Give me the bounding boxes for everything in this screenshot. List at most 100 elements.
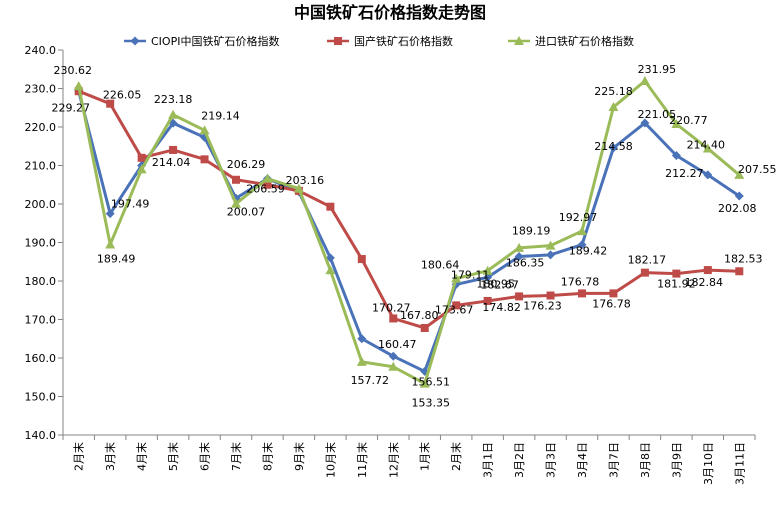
data-point-square	[169, 145, 178, 154]
data-point-triangle	[262, 173, 273, 183]
x-tick-label: 3月11日	[733, 442, 746, 485]
data-point-triangle	[73, 81, 84, 91]
data-point-diamond	[577, 240, 587, 250]
data-label: 219.14	[201, 109, 240, 122]
data-point-triangle	[293, 183, 304, 193]
y-tick-label: 150.0	[25, 391, 57, 404]
data-point-triangle	[608, 102, 619, 112]
y-tick-label: 180.0	[25, 275, 57, 288]
x-tick-label: 12月末	[386, 442, 400, 478]
legend-item-2: 国产铁矿石价格指数	[327, 34, 453, 48]
data-point-triangle	[702, 143, 713, 153]
data-label: 207.55	[738, 163, 777, 176]
axes: 140.0 150.0 160.0 170.0 180.0 190.0 200.0 210.0…	[25, 44, 756, 485]
y-tick-label: 210.0	[25, 160, 57, 173]
data-point-triangle	[577, 226, 587, 236]
data-point-diamond	[640, 118, 650, 128]
x-tick-label: 3月7日	[607, 442, 620, 478]
data-label: 214.40	[687, 139, 726, 152]
data-label: 153.35	[411, 397, 450, 410]
data-point-diamond	[546, 250, 556, 260]
data-point-triangle	[325, 265, 336, 275]
data-label: 189.19	[512, 225, 551, 238]
data-label: 182.84	[685, 276, 724, 289]
data-point-triangle	[451, 273, 462, 283]
x-tick-label: 3月2日	[513, 442, 526, 478]
data-label: 181.92	[657, 278, 696, 291]
data-point-triangle	[639, 75, 650, 85]
data-point-square	[326, 202, 335, 211]
x-tick-label: 6月末	[198, 442, 212, 471]
data-label: 230.62	[53, 64, 92, 77]
series-line	[77, 79, 741, 386]
data-point-triangle	[231, 198, 241, 208]
data-point-triangle	[514, 36, 524, 45]
x-tick-label: 3月末	[103, 442, 117, 471]
data-point-triangle	[168, 109, 179, 119]
data-point-square	[137, 153, 146, 162]
data-point-square	[420, 323, 429, 332]
data-point-square	[357, 255, 366, 264]
data-label: 160.47	[378, 338, 417, 351]
data-label: 225.18	[594, 85, 633, 98]
data-point-diamond	[734, 191, 744, 201]
data-point-square	[703, 266, 712, 275]
series-line	[78, 89, 740, 330]
data-point-triangle	[199, 125, 210, 135]
legend-item-3: 进口铁矿石价格指数	[508, 34, 634, 48]
series-1	[74, 86, 744, 376]
data-point-square	[232, 175, 240, 184]
legend: CIOPI中国铁矿石价格指数 国产铁矿石价格指数 进口铁矿石价格指数	[124, 34, 634, 48]
data-label: 214.04	[152, 156, 191, 169]
legend-item-1: CIOPI中国铁矿石价格指数	[124, 34, 279, 48]
data-point-square	[515, 292, 524, 301]
data-point-triangle	[136, 164, 147, 174]
y-tick-label: 200.0	[25, 198, 57, 211]
data-label: 206.29	[227, 158, 266, 171]
data-label: 167.80	[400, 309, 439, 322]
data-point-triangle	[734, 169, 745, 179]
x-tick-label: 4月末	[135, 442, 149, 471]
series-layer	[73, 75, 745, 388]
y-tick-label: 240.0	[25, 44, 57, 57]
data-label: 226.05	[103, 89, 142, 102]
data-label: 180.95	[476, 277, 515, 290]
data-point-triangle	[105, 239, 116, 249]
x-tick-label: 8月末	[260, 442, 274, 471]
data-point-triangle	[482, 265, 493, 275]
chart-title: 中国铁矿石价格指数走势图	[294, 3, 486, 22]
x-tick-label: 9月末	[292, 442, 306, 471]
data-label: 176.78	[561, 275, 600, 288]
data-point-diamond	[325, 253, 335, 263]
x-tick-label: 3月10日	[702, 442, 715, 485]
data-label: 170.27	[372, 301, 411, 314]
data-point-triangle	[514, 242, 525, 252]
data-point-diamond	[514, 252, 524, 262]
legend-label: CIOPI中国铁矿石价格指数	[151, 34, 279, 48]
y-tick-label: 230.0	[25, 83, 57, 96]
data-label: 179.11	[451, 268, 490, 281]
data-point-diamond	[608, 143, 618, 153]
data-label: 157.72	[351, 374, 390, 387]
data-label: 231.95	[638, 63, 677, 76]
data-point-diamond	[105, 209, 115, 219]
data-point-triangle	[671, 119, 682, 129]
data-label: 214.58	[594, 140, 633, 153]
data-point-triangle	[545, 240, 556, 250]
data-point-square	[106, 99, 115, 108]
data-point-square	[578, 289, 586, 298]
data-point-diamond	[130, 36, 140, 46]
x-tick-label: 3月4日	[576, 442, 589, 478]
data-label: 182.53	[724, 252, 763, 265]
data-label: 176.78	[592, 297, 631, 310]
legend-label: 国产铁矿石价格指数	[354, 34, 453, 48]
x-tick-label: 3月1日	[482, 442, 495, 478]
data-label: 200.07	[227, 206, 266, 219]
y-tick-label: 140.0	[25, 429, 57, 442]
data-point-square	[452, 301, 461, 310]
data-point-diamond	[483, 272, 493, 282]
data-point-square	[200, 155, 209, 164]
data-label: 189.42	[569, 245, 608, 258]
data-label: 223.18	[154, 93, 193, 106]
